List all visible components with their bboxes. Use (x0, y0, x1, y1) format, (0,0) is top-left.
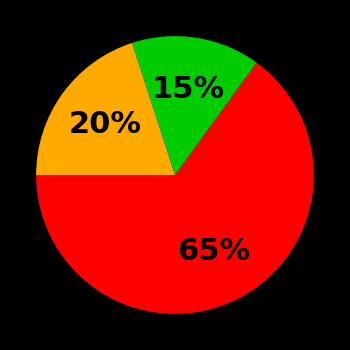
Wedge shape (36, 43, 175, 175)
Wedge shape (132, 36, 257, 175)
Wedge shape (36, 63, 314, 314)
Text: 15%: 15% (152, 76, 225, 104)
Text: 20%: 20% (69, 110, 142, 139)
Text: 65%: 65% (177, 237, 251, 266)
